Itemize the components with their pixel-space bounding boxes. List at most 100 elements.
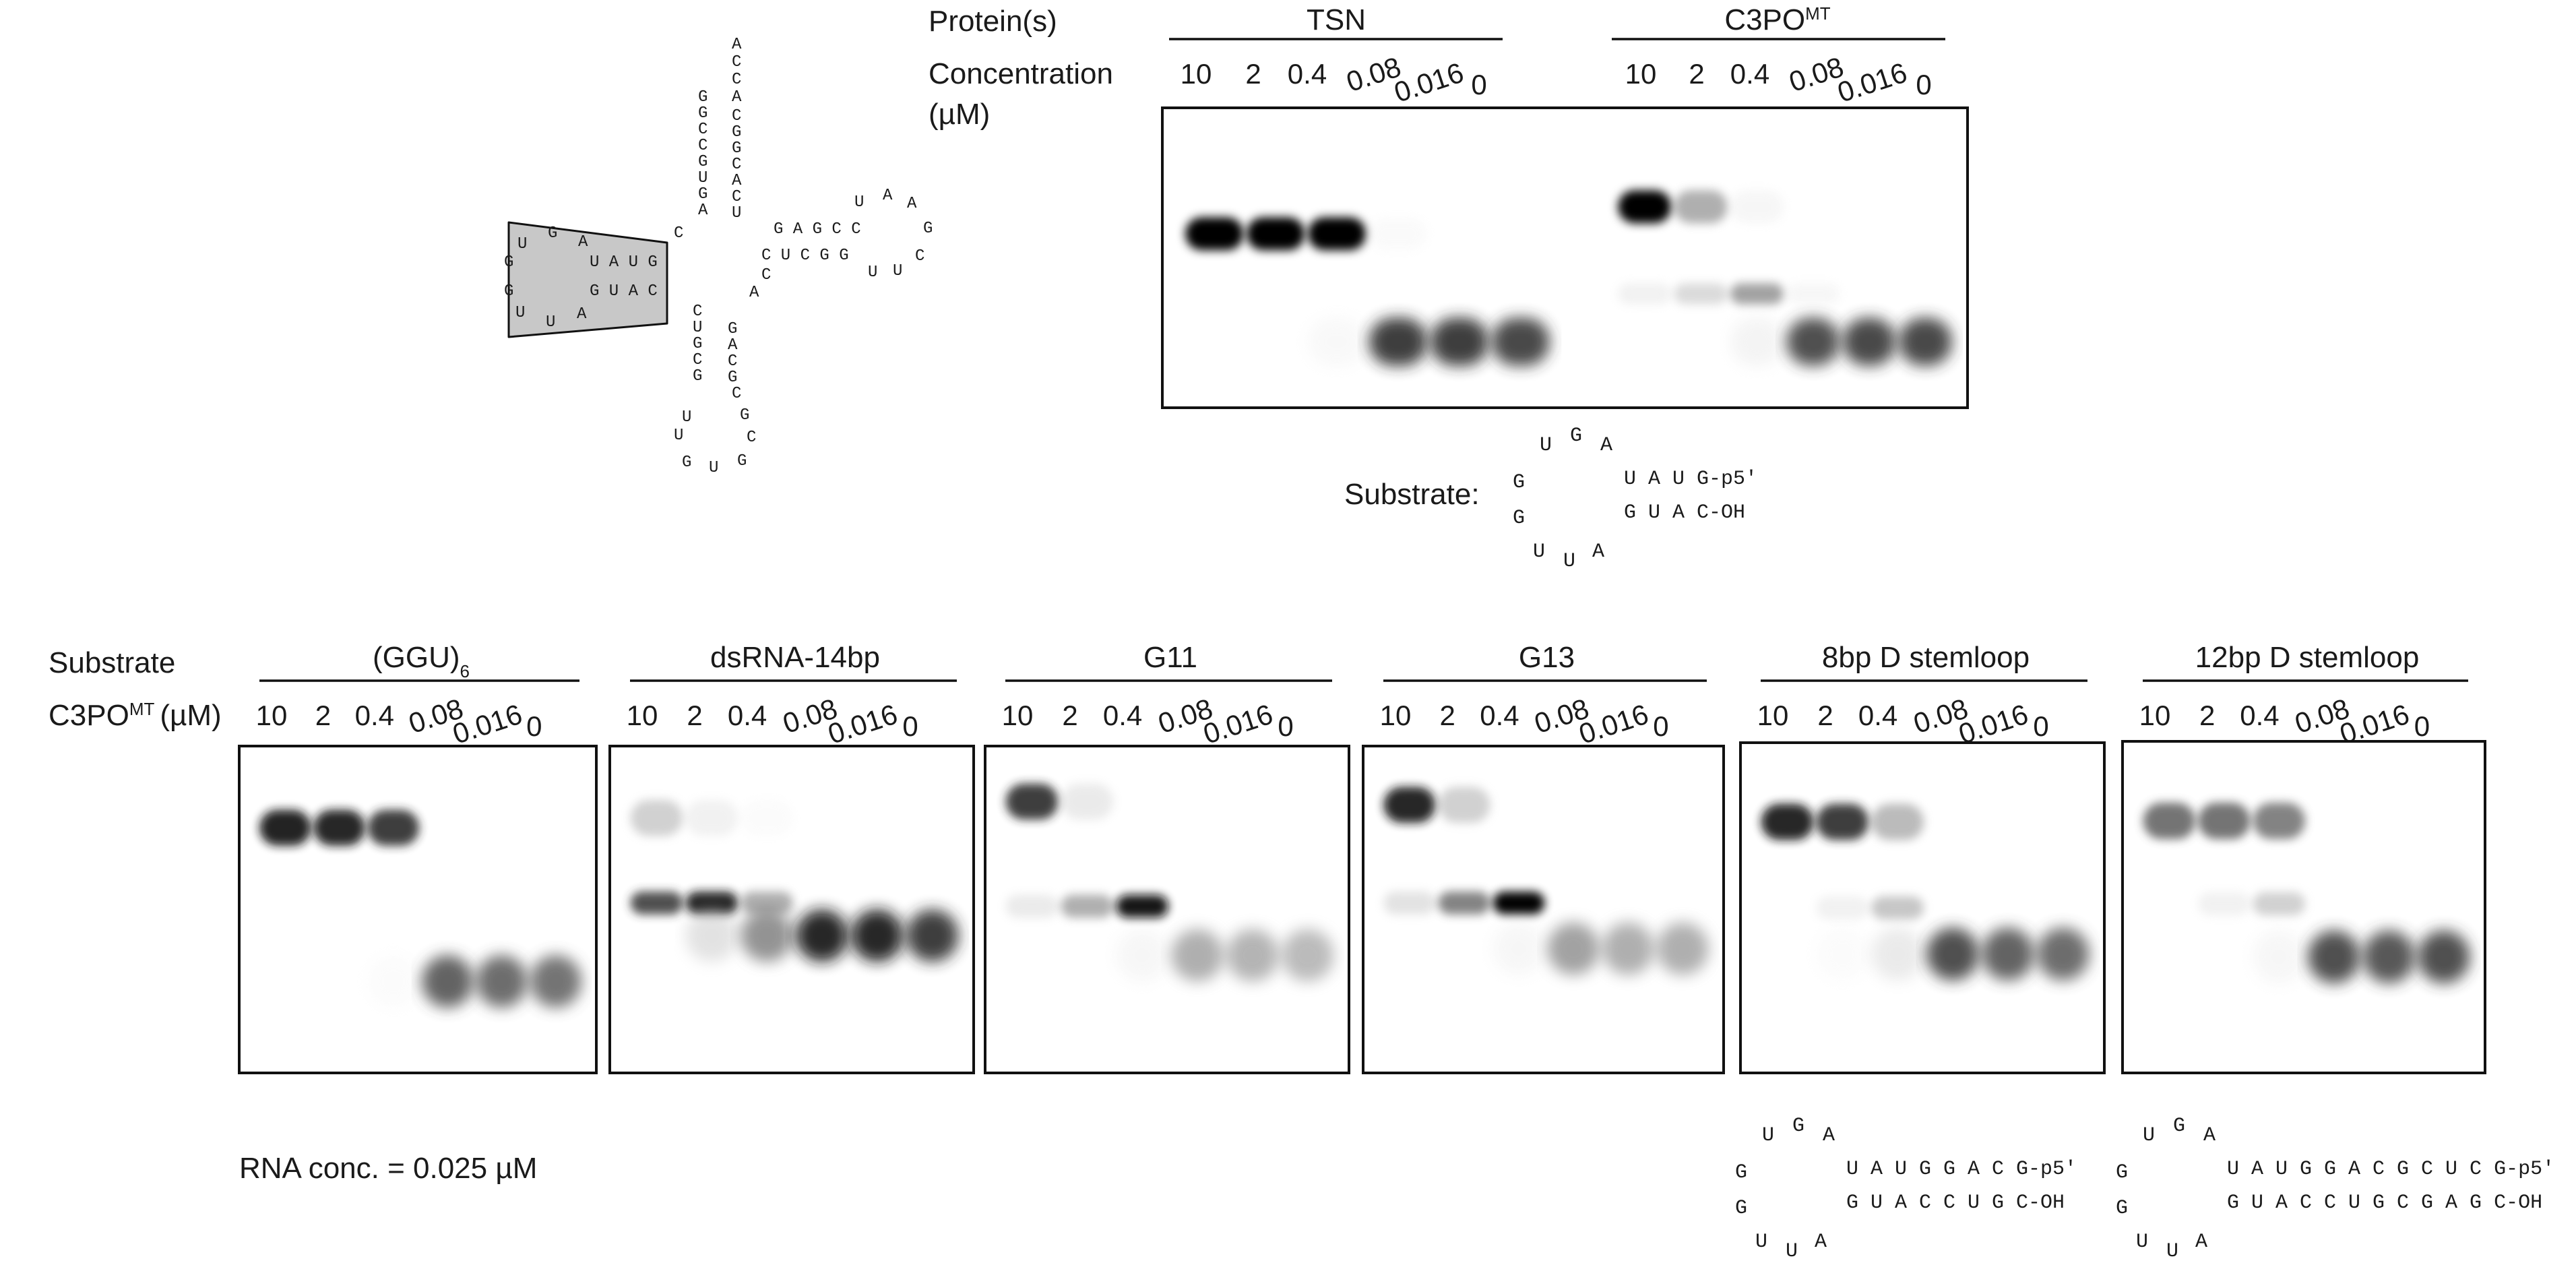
bottom-concentration-labels: 10 2 0.4 0.080.016 0 [256, 692, 542, 750]
stemloop-12bp-strand-5p: U A U G G A C G C U C G-p5′ [2227, 1158, 2554, 1181]
anticodon-3p-base: C [732, 385, 741, 403]
protein-name-c3po: C3POMT [1724, 3, 1830, 36]
bottom-gel [238, 745, 598, 1074]
bottom-substrate-name: G13 [1519, 641, 1575, 674]
concentration-label: 0 [902, 710, 918, 742]
concentration-label: 0 [2414, 710, 2430, 742]
d-arm-highlight-box [507, 221, 668, 338]
gel-band-intermediate [1493, 891, 1545, 915]
gel-band-intermediate [1871, 896, 1924, 920]
acceptor-5p-base: G [698, 88, 708, 106]
gel-band-free [1898, 317, 1953, 366]
gel-band-free [367, 955, 420, 1008]
t-loop-base: U [854, 193, 864, 212]
concentration-label: 10 [1625, 58, 1657, 90]
t-stem-bottom: C U C G G [761, 247, 849, 265]
top-substrate-loop-base: U [1533, 541, 1545, 563]
gel-band-intermediate [741, 891, 794, 915]
stemloop-12bp-loop-base: G [2173, 1115, 2185, 1138]
bottom-concentration-labels: 10 2 0.4 0.080.016 0 [1757, 692, 2049, 750]
acceptor-3p-base: G [732, 140, 741, 158]
acceptor-3p-base: C [732, 188, 741, 206]
bottom-substrate-name: 12bp D stemloop [2195, 641, 2420, 674]
concentration-label: 2 [1817, 700, 1833, 731]
stemloop-12bp-loop-base: A [2203, 1124, 2216, 1147]
concentration-label: 2 [1440, 700, 1455, 731]
anticodon-loop-base: G [737, 452, 747, 470]
concentration-label: 2 [1689, 58, 1704, 90]
anticodon-5p-base: C [693, 351, 702, 369]
concentration-label: 0.4 [728, 700, 767, 731]
bottom-gel-frame [238, 745, 598, 1074]
concentration-label: 10 [627, 700, 658, 731]
variable-base: C [761, 266, 771, 284]
concentration-label: 10 [1380, 700, 1412, 731]
gel-band-bound [630, 800, 683, 836]
concentration-label: 10 [1181, 58, 1212, 90]
stemloop-8bp-strand-3p: G U A C C U G C-OH [1846, 1192, 2065, 1214]
gel-band-bound [1816, 803, 1869, 840]
bottom-substrate-headers: (GGU)6 10 2 0.4 0.080.016 0 dsRNA-14bp 10 2 0.4 0.… [256, 641, 2468, 750]
anticodon-loop-base: G [740, 406, 749, 425]
c3po-concentration-labels: 10 2 0.4 0.080.016 0 [1625, 51, 1932, 109]
gel-band-bound [1369, 217, 1428, 251]
gel-band-free [1602, 922, 1654, 975]
stemloop-12bp-loop-base: U [2166, 1240, 2178, 1263]
gel-band-free [1981, 927, 2034, 981]
t-loop-base: G [923, 220, 933, 238]
bottom-substrate-name: G11 [1143, 641, 1197, 674]
bottom-protein-label: C3POMT (µM) [49, 699, 222, 732]
gel-band-intermediate [1730, 283, 1784, 305]
concentration-label: 0 [1653, 710, 1668, 742]
acceptor-5p-base: A [698, 202, 708, 220]
gel-band-free [530, 955, 582, 1008]
bottom-substrate-name: (GGU)6 [373, 641, 470, 681]
gel-band-bound [685, 800, 739, 836]
stemloop-8bp-loop-base: G [1735, 1161, 1747, 1184]
stemloop-8bp-loop-base: A [1815, 1231, 1827, 1254]
bottom-gel [608, 745, 975, 1074]
gel-band-bound [2143, 803, 2196, 840]
bottom-gel [2121, 740, 2486, 1074]
gel-band-bound [2253, 803, 2306, 840]
concentration-label: 0.016 [1390, 57, 1467, 109]
concentration-label: 0.4 [1730, 58, 1769, 90]
acceptor-3p-base: C [732, 107, 741, 125]
concentration-label: 10 [2139, 700, 2171, 731]
gel-band-free [1369, 317, 1428, 366]
acceptor-5p-base: G [698, 104, 708, 123]
bottom-substrate-name: dsRNA-14bp [710, 641, 880, 674]
d-stem-top: U A U G [590, 253, 658, 272]
acceptor-tail-base: A [732, 36, 742, 54]
stemloop-8bp-loop-base: A [1823, 1124, 1835, 1147]
anticodon-5p-base: G [693, 335, 702, 353]
concentration-label: 2 [1245, 58, 1261, 90]
concentration-label: 10 [256, 700, 288, 731]
d-loop-base: G [548, 224, 557, 243]
rna-concentration-note: RNA conc. = 0.025 µM [239, 1152, 537, 1185]
bottom-concentration-labels: 10 2 0.4 0.080.016 0 [1380, 692, 1669, 750]
concentration-label: 2 [315, 700, 331, 731]
gel-band-free [2253, 930, 2306, 984]
anticodon-loop-base: U [709, 459, 718, 477]
stemloop-12bp-loop-base: A [2195, 1231, 2207, 1254]
concentration-label: 0.4 [1480, 700, 1519, 731]
gel-band-free [2362, 930, 2416, 984]
concentration-label: 0.016 [1833, 57, 1910, 109]
stemloop-8bp-loop-base: G [1735, 1197, 1747, 1220]
acceptor-3p-base: G [732, 123, 741, 142]
gel-band-intermediate [2253, 892, 2306, 916]
gel-band-bound [1871, 803, 1924, 840]
anticodon-5p-base: U [693, 319, 702, 337]
top-gel-bands [1185, 190, 1953, 366]
acceptor-5p-base: U [698, 169, 708, 187]
gel-band-free [476, 955, 528, 1008]
